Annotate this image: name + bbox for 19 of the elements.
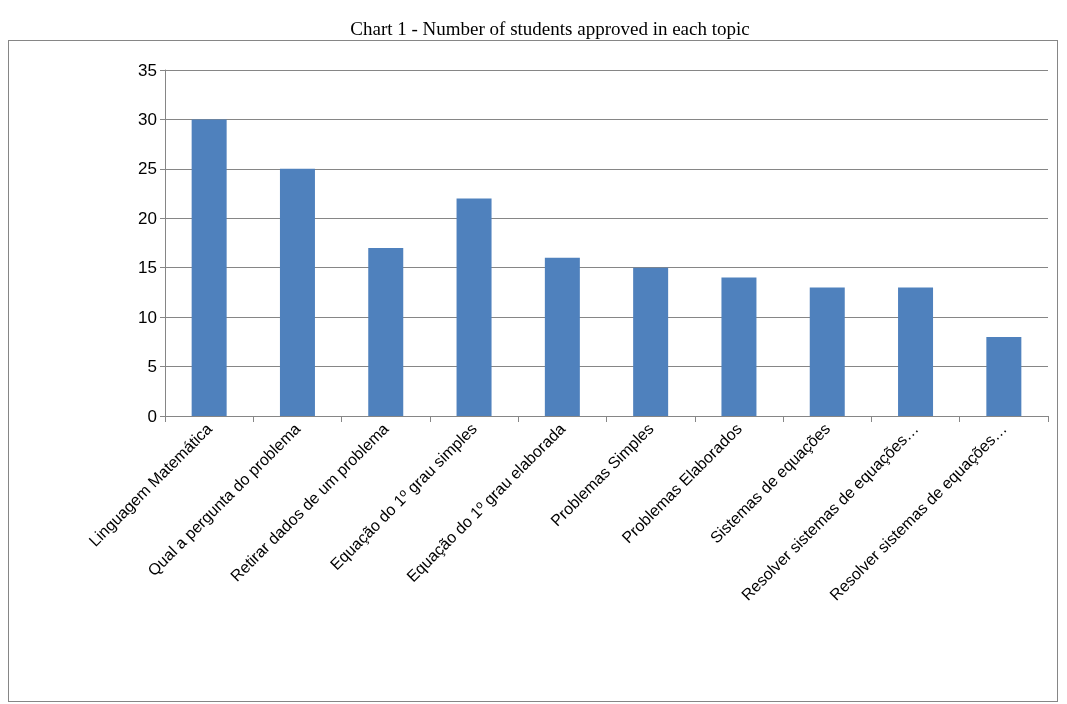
bar — [721, 277, 757, 416]
y-tick-label: 15 — [138, 258, 157, 278]
y-tick-label: 0 — [147, 406, 157, 426]
y-tick-label: 35 — [138, 60, 157, 80]
chart-title: Chart 1 - Number of students approved in each topic — [350, 18, 750, 39]
bar — [368, 247, 404, 416]
bar — [191, 119, 227, 416]
bar — [456, 198, 492, 416]
bar — [544, 257, 580, 416]
bar — [809, 287, 845, 416]
bar — [898, 287, 934, 416]
y-tick-label: 10 — [138, 307, 157, 327]
bar — [633, 267, 669, 416]
bar — [986, 336, 1022, 416]
y-tick-label: 5 — [147, 357, 157, 377]
y-tick-label: 30 — [138, 109, 157, 129]
y-tick-label: 25 — [138, 159, 157, 179]
bar — [279, 168, 315, 416]
y-tick-label: 20 — [138, 208, 157, 228]
